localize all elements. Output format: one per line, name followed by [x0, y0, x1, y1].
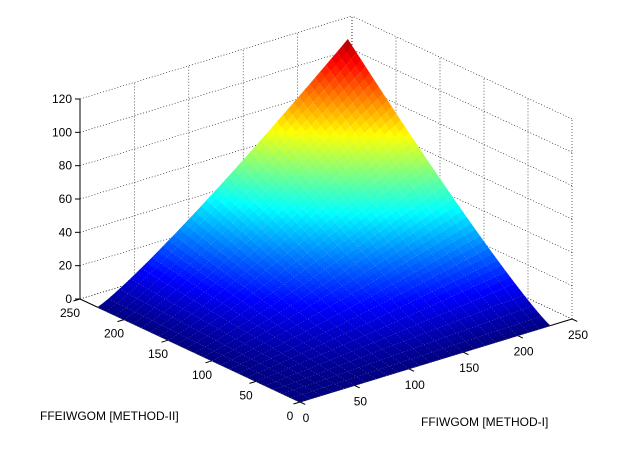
surface-mesh-line	[293, 102, 496, 343]
x-tick-label: 250	[568, 328, 588, 342]
x-tick-label: 100	[405, 378, 425, 392]
z-tick-label: 40	[59, 225, 73, 239]
surface-mesh-line	[141, 106, 392, 329]
surface-mesh-line	[238, 247, 489, 374]
surface-mesh-line	[217, 188, 420, 366]
z-tick-label: 60	[59, 192, 73, 206]
surface-mesh-line	[255, 271, 507, 382]
surface-mesh-line	[247, 259, 498, 378]
surface-mesh-line	[273, 294, 524, 390]
y-tick-mark	[161, 339, 169, 343]
surface-mesh-line	[314, 77, 518, 336]
surface-mesh-line	[282, 305, 533, 395]
y-tick-label: 0	[287, 409, 294, 423]
surface-mesh-line	[336, 51, 540, 330]
surface-mesh-line	[185, 172, 436, 349]
surface-mesh-line	[151, 257, 355, 386]
surface-mesh-line	[304, 90, 507, 340]
x-axis-label: FFIWGOM [METHOD-I]	[421, 415, 548, 429]
surface-mesh-line	[194, 185, 445, 353]
z-tick-label: 120	[52, 92, 72, 106]
y-tick-label: 150	[148, 347, 168, 361]
x-tick-mark	[462, 351, 469, 356]
surface-mesh-line	[97, 306, 301, 403]
z-tick-label: 80	[59, 159, 73, 173]
surface-mesh-line	[291, 316, 542, 399]
surface-mesh-line	[119, 288, 322, 396]
surface-mesh-line	[140, 268, 344, 389]
surface	[97, 38, 551, 403]
y-tick-mark	[249, 380, 257, 384]
surface-mesh-line	[260, 140, 464, 353]
surface-mesh-line	[106, 52, 357, 312]
x-tick-label: 0	[303, 411, 310, 425]
x-tick-mark	[354, 384, 360, 389]
surface-mesh-line	[184, 223, 388, 376]
surface-mesh-line	[162, 246, 366, 383]
y-tick-label: 250	[60, 306, 80, 320]
surface-mesh-line	[325, 64, 529, 333]
surface-mesh-line	[347, 39, 551, 326]
x-tick-mark	[571, 318, 578, 322]
y-tick-mark	[293, 401, 301, 405]
z-tick-label: 100	[52, 125, 72, 139]
surface-mesh-line	[150, 120, 401, 333]
x-tick-mark	[299, 401, 306, 405]
y-tick-mark	[117, 319, 125, 323]
y-tick-label: 50	[239, 388, 253, 402]
surface-mesh-line	[211, 210, 463, 362]
y-axis-label: FFEIWGOM [METHOD-II]	[40, 409, 179, 423]
x-tick-label: 200	[514, 345, 534, 359]
y-tick-label: 200	[104, 327, 124, 341]
z-tick-label: 20	[59, 259, 73, 273]
x-tick-label: 150	[459, 361, 479, 375]
surface-mesh-line	[115, 66, 366, 316]
surface-mesh-line	[206, 200, 409, 370]
axis-ticks: 0501001502002500501001502002500204060801…	[52, 92, 588, 425]
x-tick-mark	[517, 335, 524, 339]
y-tick-mark	[205, 360, 213, 364]
x-tick-mark	[408, 368, 415, 372]
surface-patch	[295, 398, 306, 403]
surface-mesh-line	[132, 93, 384, 324]
surface-mesh-line	[249, 152, 453, 356]
x-tick-label: 50	[354, 394, 368, 408]
y-tick-label: 100	[192, 368, 212, 382]
z-tick-label: 0	[65, 292, 72, 306]
